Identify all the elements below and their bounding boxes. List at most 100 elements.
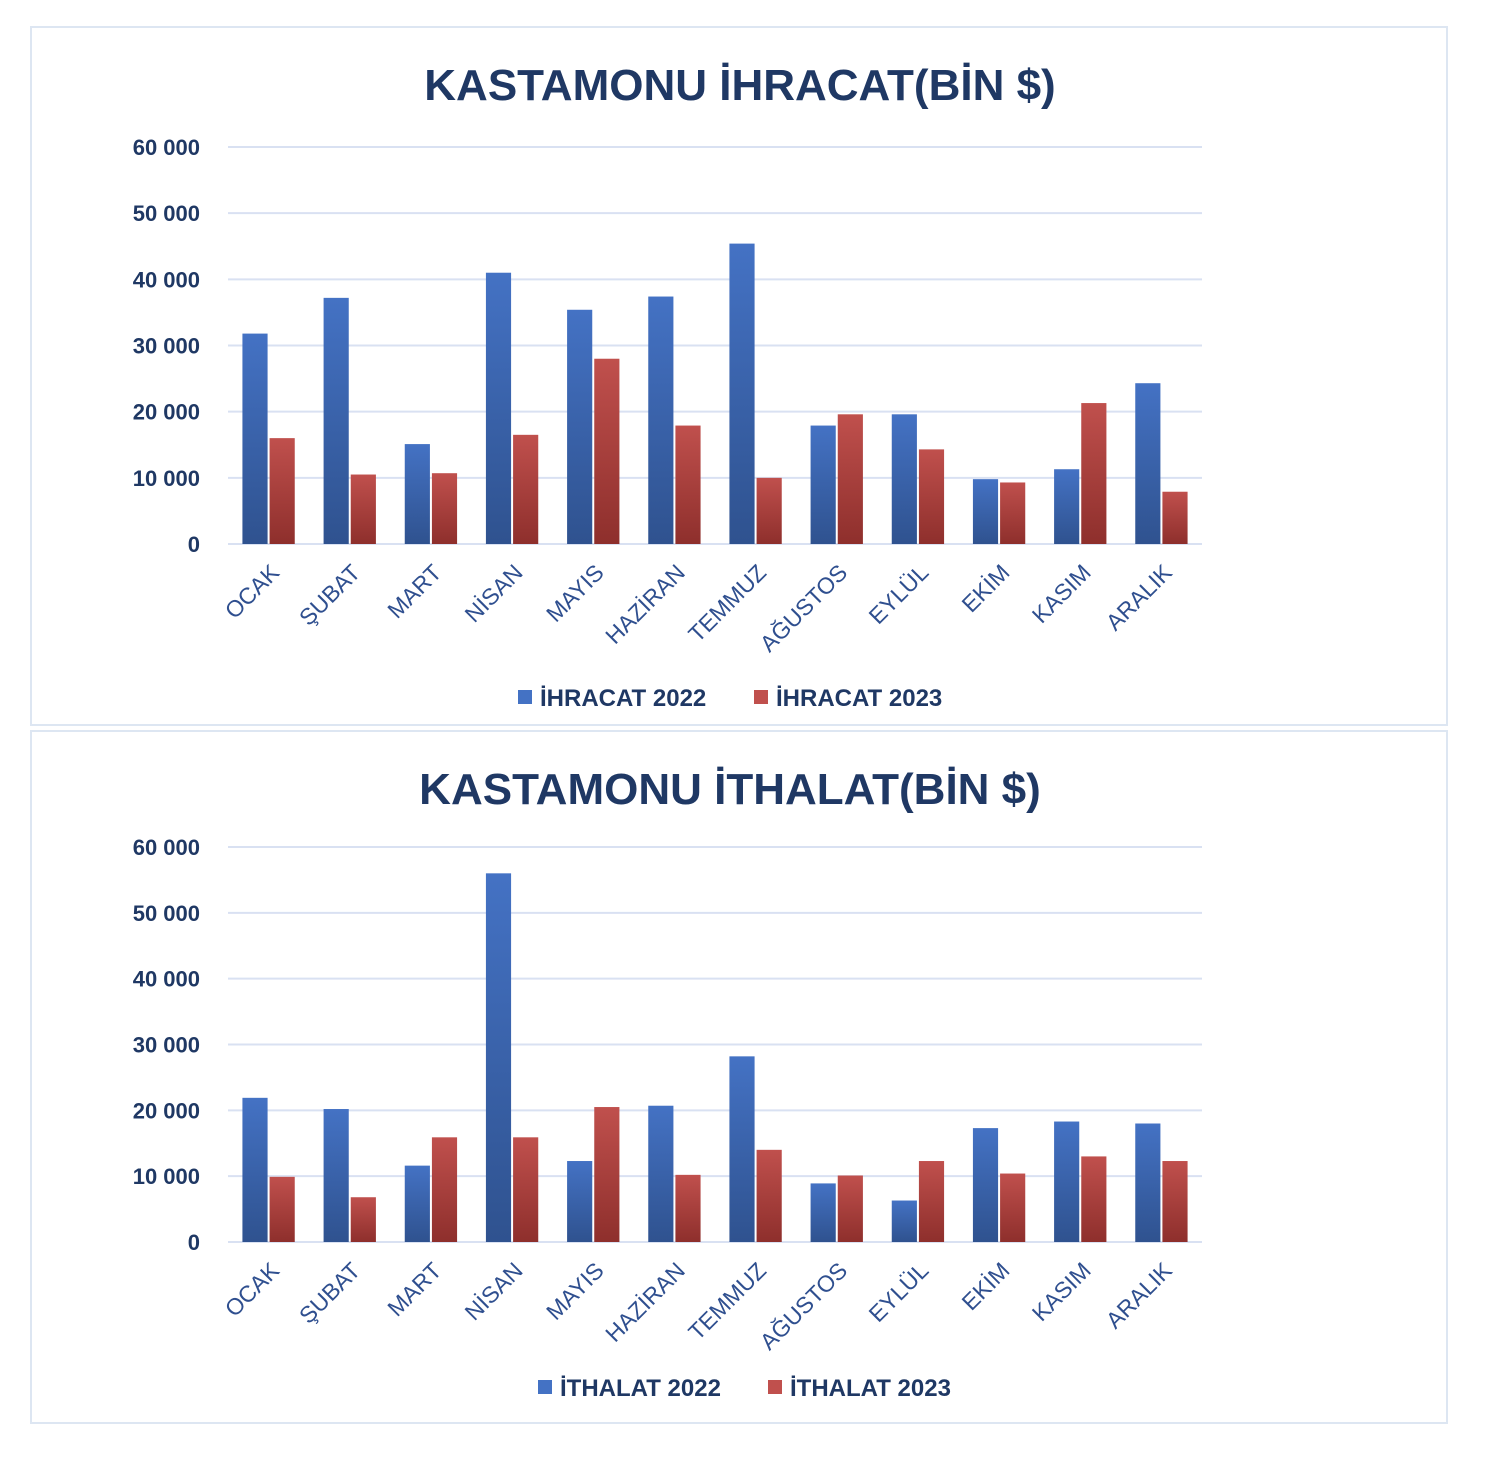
bar-2022 [485,873,512,1242]
x-tick-label: EYLÜL [864,1257,934,1327]
export-chart-panel: KASTAMONU İHRACAT(BİN $) 0 10 000 20 000 30… [30,26,1448,726]
x-tick-label: EKİM [956,1257,1014,1315]
bar-2023 [756,477,782,544]
legend-swatch [518,690,532,704]
bar-2023 [837,1175,863,1242]
legend: İHRACAT 2022 İHRACAT 2023 [518,685,942,712]
x-tick-label: OCAK [220,1257,285,1322]
x-tick-label: AĞUSTOS [755,559,853,657]
bar-2022 [1054,1121,1080,1242]
y-tick-label: 20 000 [133,1098,200,1123]
import-chart-panel: KASTAMONU İTHALAT(BİN $) 0 10 000 20 000 30… [30,730,1448,1424]
bar-2023 [350,474,376,544]
bar-2022 [1135,1123,1161,1242]
bar-2023 [1081,1156,1107,1242]
x-tick-label: MART [382,559,446,623]
y-tick-label: 30 000 [133,334,200,359]
bar-2023 [675,425,701,544]
bar-2022 [810,1183,836,1242]
bar-2022 [323,297,349,544]
y-tick-label: 0 [188,532,200,557]
bar-2023 [756,1149,782,1242]
x-tick-label: MART [382,1257,446,1321]
x-tick-label: ARALIK [1101,1257,1178,1334]
x-tick-label: KASIM [1027,1257,1096,1326]
bar-2022 [404,444,430,544]
legend-label: İHRACAT 2022 [540,685,706,712]
bar-2022 [972,1128,999,1242]
x-tick-label: ARALIK [1101,559,1178,636]
bar-2023 [513,434,539,544]
bar-2022 [891,414,917,544]
legend-swatch [538,1380,552,1394]
x-tick-label: NİSAN [460,1257,528,1325]
x-tick-label: MAYIS [541,1257,609,1325]
bar-2023 [837,414,863,544]
x-tick-label: EYLÜL [864,559,934,629]
bar-2022 [242,333,268,544]
x-tick-label: HAZİRAN [600,1257,690,1347]
bar-2023 [269,438,295,544]
bar-2023 [350,1197,376,1242]
legend-label: İHRACAT 2023 [776,685,942,712]
bar-2022 [485,272,512,544]
bar-2023 [594,1107,620,1242]
bar-2022 [567,309,593,544]
plot-area: 0 10 000 20 000 30 000 40 000 50 000 60 000 OCA… [133,135,1202,657]
legend-swatch [768,1380,782,1394]
legend-swatch [754,690,768,704]
y-tick-label: 10 000 [133,466,200,491]
y-tick-label: 30 000 [133,1033,200,1058]
bar-2023 [1000,482,1026,544]
y-tick-label: 10 000 [133,1164,200,1189]
bar-2023 [918,449,945,544]
chart-title: KASTAMONU İTHALAT(BİN $) [419,765,1041,814]
x-tick-label: KASIM [1027,559,1096,628]
plot-area: 0 10 000 20 000 30 000 40 000 50 000 60 000 OCA… [133,835,1202,1355]
bar-2022 [729,1056,755,1242]
x-tick-label: HAZİRAN [600,559,690,649]
bar-2022 [810,425,836,544]
export-chart: KASTAMONU İHRACAT(BİN $) 0 10 000 20 000 30… [133,61,1202,712]
bar-2023 [1081,403,1107,544]
bar-2022 [1054,469,1080,544]
bar-2023 [918,1161,945,1242]
x-tick-label: EKİM [956,559,1014,617]
y-tick-label: 40 000 [133,967,200,992]
y-tick-label: 60 000 [133,835,200,860]
legend-label: İTHALAT 2022 [560,1375,721,1402]
x-tick-label: MAYIS [541,559,609,627]
bar-2023 [1162,491,1188,544]
legend: İTHALAT 2022 İTHALAT 2023 [538,1375,951,1402]
chart-title: KASTAMONU İHRACAT(BİN $) [424,61,1055,110]
bar-2022 [729,243,755,544]
x-tick-label: AĞUSTOS [755,1257,853,1355]
y-tick-label: 0 [188,1230,200,1255]
bar-2022 [648,1105,674,1242]
y-tick-label: 50 000 [133,901,200,926]
bar-2022 [648,296,674,544]
bar-2023 [1162,1161,1188,1242]
bar-2023 [431,1137,458,1242]
bar-2022 [242,1097,268,1242]
x-tick-label: ŞUBAT [294,1257,365,1328]
import-chart: KASTAMONU İTHALAT(BİN $) 0 10 000 20 000 30… [133,765,1202,1402]
y-tick-label: 60 000 [133,135,200,160]
legend-label: İTHALAT 2023 [790,1375,951,1402]
bar-2023 [594,358,620,544]
x-tick-label: ŞUBAT [294,559,365,630]
y-tick-label: 20 000 [133,400,200,425]
bar-2022 [323,1109,349,1242]
bar-2023 [513,1137,539,1242]
x-tick-label: NİSAN [460,559,528,627]
bar-2022 [1135,383,1161,544]
y-tick-label: 40 000 [133,267,200,292]
x-tick-label: OCAK [220,559,285,624]
bar-2023 [1000,1173,1026,1242]
bar-2022 [891,1200,917,1242]
bar-2022 [404,1165,430,1242]
bar-2023 [675,1174,701,1242]
bar-2022 [567,1161,593,1242]
bar-2022 [972,479,999,544]
bar-2023 [269,1176,295,1242]
